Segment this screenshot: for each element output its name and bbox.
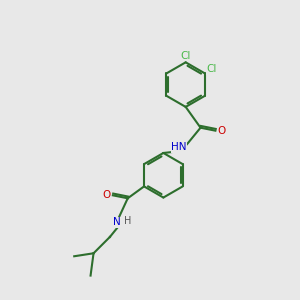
Text: H: H <box>124 216 131 226</box>
Text: O: O <box>102 190 110 200</box>
Text: N: N <box>113 217 121 227</box>
Text: O: O <box>217 126 226 136</box>
Text: HN: HN <box>171 142 187 152</box>
Text: Cl: Cl <box>206 64 217 74</box>
Text: Cl: Cl <box>181 51 191 61</box>
